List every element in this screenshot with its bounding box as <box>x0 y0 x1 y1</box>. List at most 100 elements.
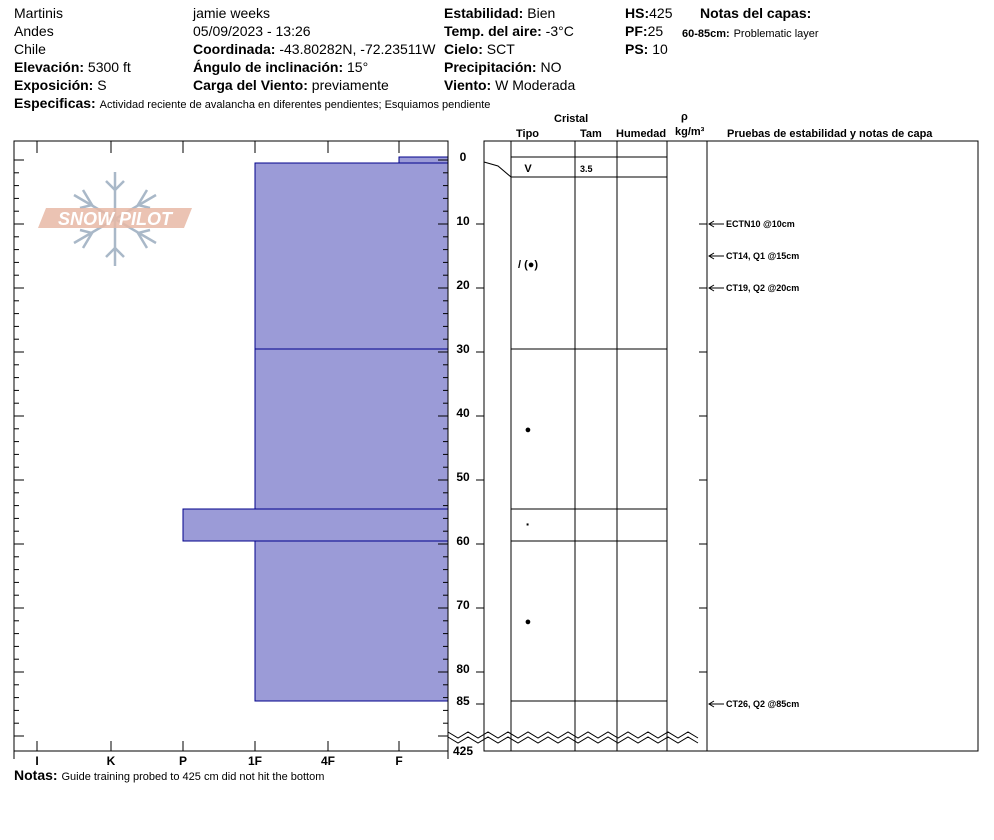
depth-label-425: 425 <box>453 744 473 758</box>
air-temp: Temp. del aire: -3°C <box>444 23 574 39</box>
coord-label: Coordinada: <box>193 41 276 57</box>
hs-value: 425 <box>649 5 673 21</box>
precipitation: Precipitación: NO <box>444 59 561 75</box>
rho-header: ρ <box>681 111 688 123</box>
specifics: Especificas: Actividad reciente de avala… <box>14 95 490 113</box>
test-arrowhead-3 <box>708 284 715 292</box>
depth-label-50: 50 <box>456 470 470 484</box>
depth-label-70: 70 <box>456 598 470 612</box>
hardness-label-F: F <box>395 754 402 768</box>
depth-break <box>447 731 699 744</box>
crystal-type-1: V <box>524 163 532 175</box>
elevation: Elevación: 5300 ft <box>14 59 131 75</box>
elevation-label: Elevación: <box>14 59 85 75</box>
pf-value: 25 <box>647 23 664 39</box>
wind-label: Viento: <box>444 77 492 93</box>
exposure-label: Exposición: <box>14 77 94 93</box>
stability-notes-header: Pruebas de estabilidad y notas de capa <box>727 128 933 140</box>
location-range: Andes <box>14 23 54 39</box>
test-arrowhead-1 <box>708 220 715 228</box>
exposure: Exposición: S <box>14 77 107 93</box>
sky-value: SCT <box>486 41 515 57</box>
crystal-type-5: ● <box>525 616 532 628</box>
wind-value: W Moderada <box>495 77 576 93</box>
depth-label-30: 30 <box>456 342 470 356</box>
pf-label: PF: <box>625 23 648 39</box>
specifics-label: Especificas: <box>14 95 96 111</box>
hardness-label-I: I <box>35 754 38 768</box>
notes-value: Guide training probed to 425 cm did not … <box>61 771 325 783</box>
coord-value: -43.80282N, -72.23511W <box>279 41 436 57</box>
moisture-header: Humedad <box>616 128 667 140</box>
hardness-frame <box>13 140 449 752</box>
test-arrowhead-2 <box>708 252 715 260</box>
air-temp-label: Temp. del aire: <box>444 23 542 39</box>
observer: jamie weeks <box>193 5 271 21</box>
stability: Estabilidad: Bien <box>444 5 555 21</box>
stability-test-3: CT19, Q2 @20cm <box>726 283 799 293</box>
crystal-type-2: / (●) <box>518 259 538 271</box>
stability-test-4: CT26, Q2 @85cm <box>726 699 799 709</box>
specifics-value: Actividad reciente de avalancha en difer… <box>99 99 491 111</box>
hardness-label-P: P <box>179 754 187 768</box>
slope-angle: Ángulo de inclinación: 15° <box>193 59 368 75</box>
hardness-label-1F: 1F <box>248 754 262 768</box>
depth-label-85: 85 <box>456 694 470 708</box>
hs-label: HS: <box>625 5 650 21</box>
elevation-value: 5300 ft <box>87 59 131 75</box>
crystal-type-3: ● <box>525 424 532 436</box>
stability-test-1: ECTN10 @10cm <box>726 219 795 229</box>
layer-note: 60-85cm: Problematic layer <box>682 24 819 42</box>
depth-label-60: 60 <box>456 534 470 548</box>
sky: Cielo: SCT <box>444 41 515 57</box>
hardness-label-K: K <box>107 754 116 768</box>
stability-test-2: CT14, Q1 @15cm <box>726 251 799 261</box>
depth-label-80: 80 <box>456 662 470 676</box>
logo-text: SNOW PILOT <box>58 209 174 229</box>
notes-label: Notas: <box>14 767 58 783</box>
slope-value: 15° <box>347 59 369 75</box>
crystal-type-4: · <box>526 516 531 532</box>
layer-notes-title: Notas del capas: <box>700 5 812 21</box>
location-name: Martinis <box>14 5 64 21</box>
coordinates: Coordinada: -43.80282N, -72.23511W <box>193 41 436 57</box>
test-arrowhead-4 <box>708 700 715 708</box>
layer-note-range: 60-85cm: <box>682 28 730 40</box>
depth-label-40: 40 <box>456 406 470 420</box>
layer-connector <box>483 161 512 178</box>
layer-note-text: Problematic layer <box>733 28 819 40</box>
depth-label-0: 0 <box>460 150 467 164</box>
crystal-header: Cristal <box>554 113 589 125</box>
wind-load-label: Carga del Viento: <box>193 77 308 93</box>
slope-label: Ángulo de inclinación: <box>193 59 344 75</box>
hs: HS:425 <box>625 5 672 21</box>
zigzag-line <box>447 731 699 739</box>
zigzag-line <box>447 736 699 744</box>
stability-value: Bien <box>527 5 556 21</box>
exposure-value: S <box>97 77 107 93</box>
precip-label: Precipitación: <box>444 59 537 75</box>
ps: PS: 10 <box>625 41 668 57</box>
datetime: 05/09/2023 - 13:26 <box>193 23 311 39</box>
layer-bar-2 <box>254 162 449 350</box>
size-header: Tam <box>580 128 602 140</box>
stability-label: Estabilidad: <box>444 5 524 21</box>
wind: Viento: W Moderada <box>444 77 575 93</box>
crystal-size-1: 3.5 <box>580 164 593 174</box>
ps-label: PS: <box>625 41 649 57</box>
location-country: Chile <box>14 41 46 57</box>
air-temp-value: -3°C <box>545 23 574 39</box>
type-header: Tipo <box>516 128 540 140</box>
ps-value: 10 <box>652 41 668 57</box>
layer-table-frame <box>483 140 979 752</box>
wind-load-value: previamente <box>311 77 389 93</box>
depth-label-10: 10 <box>456 214 470 228</box>
sky-label: Cielo: <box>444 41 483 57</box>
precip-value: NO <box>540 59 562 75</box>
wind-load: Carga del Viento: previamente <box>193 77 389 93</box>
table-columns <box>510 141 708 751</box>
depth-label-20: 20 <box>456 278 470 292</box>
pf: PF:25 <box>625 23 663 39</box>
hardness-label-4F: 4F <box>321 754 335 768</box>
